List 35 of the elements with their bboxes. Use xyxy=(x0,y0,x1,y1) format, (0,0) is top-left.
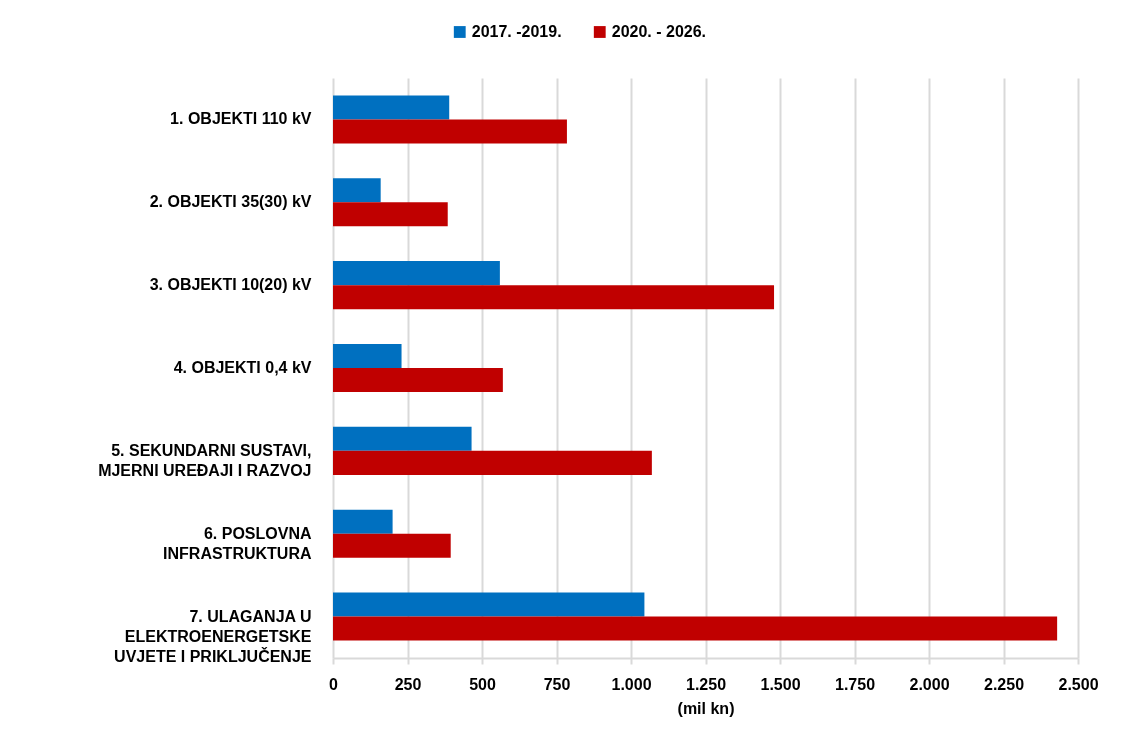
bar xyxy=(333,178,381,203)
x-tick-label: 1.000 xyxy=(611,675,652,693)
x-tick-label: 2.000 xyxy=(909,675,950,693)
y-tick-label: 5. SEKUNDARNI SUSTAVI, MJERNI UREĐAJI I RAZVOJ xyxy=(98,441,312,479)
y-tick-label: 2. OBJEKTI 35(30) kV xyxy=(149,193,312,211)
x-tick-label: 2.500 xyxy=(1058,675,1099,693)
x-tick-label: 2.250 xyxy=(983,675,1025,693)
legend-label: 2017. -2019. xyxy=(471,23,562,40)
y-tick-label: 7. ULAGANJA U ELEKTROENERGETSKE UVJETE I PRIKLJUČENJE xyxy=(114,607,312,665)
bar xyxy=(333,343,402,368)
bar xyxy=(333,119,567,144)
bar xyxy=(333,95,450,120)
y-tick-label: 1. OBJEKTI 110 kV xyxy=(170,110,312,128)
bar xyxy=(333,509,393,534)
bar xyxy=(333,202,448,227)
bar xyxy=(333,285,775,310)
y-tick-label: 4. OBJEKTI 0,4 kV xyxy=(173,359,312,376)
x-tick-label: 1.250 xyxy=(685,675,727,693)
bar xyxy=(333,426,472,451)
bar xyxy=(333,368,503,393)
bar xyxy=(333,592,645,617)
x-axis-title: (mil kn) xyxy=(677,699,735,717)
x-tick-label: 1.500 xyxy=(760,675,801,693)
x-tick-label: 750 xyxy=(543,675,571,693)
x-tick-label: 1.750 xyxy=(834,675,876,693)
x-tick-label: 250 xyxy=(394,675,422,693)
x-tick-label: 500 xyxy=(469,675,496,693)
bar xyxy=(333,616,1058,641)
y-tick-label: 6. POSLOVNA INFRASTRUKTURA xyxy=(163,524,312,562)
bar xyxy=(333,450,652,475)
bar xyxy=(333,261,500,286)
bar xyxy=(333,533,451,558)
legend-label: 2020. - 2026. xyxy=(611,23,707,40)
y-tick-label: 3. OBJEKTI 10(20) kV xyxy=(149,276,312,294)
x-tick-label: 0 xyxy=(329,675,339,693)
